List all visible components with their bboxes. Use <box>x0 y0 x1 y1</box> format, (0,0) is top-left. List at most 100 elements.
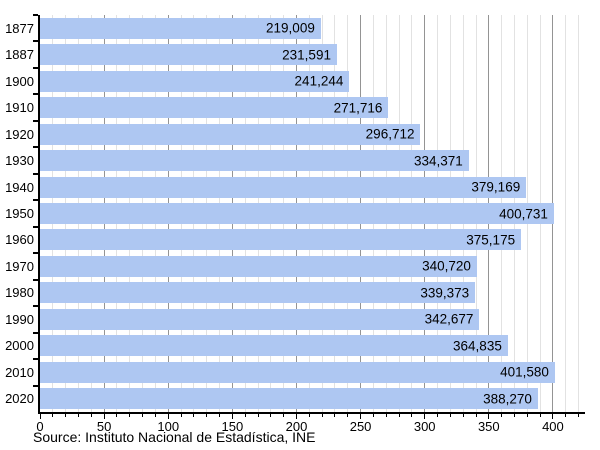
y-axis-label-2010: 2010 <box>5 364 34 380</box>
x-axis-tick-label: 200 <box>285 419 308 434</box>
bar-value-label: 241,244 <box>294 73 344 89</box>
bar-value-label: 340,720 <box>422 258 471 274</box>
x-axis-minor-tick <box>565 414 567 417</box>
x-axis-minor-tick <box>385 414 387 417</box>
bar-value-label: 231,591 <box>282 47 331 63</box>
x-axis-minor-tick <box>219 414 221 417</box>
y-axis-label-1877: 1877 <box>5 20 34 36</box>
bar-2000: 364,835 <box>40 335 508 357</box>
y-axis-label-1910: 1910 <box>5 100 34 116</box>
x-axis-tick-label: 250 <box>349 419 372 434</box>
bar-1900: 241,244 <box>40 70 350 92</box>
y-axis-label-1887: 1887 <box>5 47 34 63</box>
bar-2020: 388,270 <box>40 388 538 410</box>
bar-1970: 340,720 <box>40 255 477 277</box>
y-axis-label-2000: 2000 <box>5 338 34 354</box>
x-axis-major-tick <box>488 414 490 419</box>
x-axis-tick-label: 400 <box>542 419 564 434</box>
bar-1920: 296,712 <box>40 123 421 145</box>
x-axis-minor-tick <box>154 414 156 417</box>
x-axis-tick-label: 0 <box>36 419 44 434</box>
y-axis-tick <box>33 14 38 16</box>
y-axis-tick <box>33 66 38 69</box>
y-axis-label-1950: 1950 <box>5 206 34 221</box>
y-axis-tick <box>33 358 38 361</box>
x-axis-minor-tick <box>90 414 92 417</box>
bar-value-label: 339,373 <box>420 285 470 301</box>
x-axis-minor-tick <box>257 414 259 417</box>
y-axis-tick <box>33 93 38 96</box>
bar-1930: 334,371 <box>40 150 469 172</box>
plot-area: 219,009 231,591 241,244 271,716 296,712 334,3… <box>38 15 585 414</box>
x-axis-minor-tick <box>52 414 54 417</box>
x-axis-major-tick <box>295 414 297 419</box>
bar-1940: 379,169 <box>40 176 527 198</box>
x-axis-minor-tick <box>308 414 310 417</box>
x-axis-minor-tick <box>449 414 451 417</box>
y-axis-label-1920: 1920 <box>5 126 34 142</box>
x-axis-tick-label: 100 <box>157 419 180 434</box>
y-axis-label-1970: 1970 <box>5 258 34 274</box>
bar-value-label: 342,677 <box>424 311 474 327</box>
y-axis-label-1940: 1940 <box>5 179 34 195</box>
x-axis-minor-tick <box>501 414 503 417</box>
x-axis-minor-tick <box>193 414 195 417</box>
minor-gridline <box>565 15 567 412</box>
x-axis-minor-tick <box>142 414 144 417</box>
x-axis-major-tick <box>39 414 41 419</box>
y-axis-tick <box>33 305 38 308</box>
y-axis-label-1900: 1900 <box>5 73 34 89</box>
x-axis-minor-tick <box>462 414 464 417</box>
x-axis-major-tick <box>231 414 233 419</box>
bar-value-label: 400,731 <box>499 206 548 221</box>
x-axis-minor-tick <box>411 414 413 417</box>
y-axis-label-1990: 1990 <box>5 311 34 327</box>
bar-value-label: 364,835 <box>453 338 502 354</box>
x-axis-major-tick <box>103 414 105 419</box>
x-axis-minor-tick <box>180 414 182 417</box>
y-axis-tick <box>33 172 38 175</box>
source-caption: Source: Instituto Nacional de Estadístic… <box>33 429 316 445</box>
x-axis-minor-tick <box>513 414 515 417</box>
minor-gridline <box>578 15 580 412</box>
x-axis-minor-tick <box>129 414 131 417</box>
x-axis-minor-tick <box>116 414 118 417</box>
y-axis-label-1980: 1980 <box>5 285 34 301</box>
x-axis-major-tick <box>424 414 426 419</box>
x-axis-minor-tick <box>526 414 528 417</box>
bar-value-label: 296,712 <box>365 126 415 142</box>
y-axis-tick <box>33 146 38 149</box>
bar-value-label: 219,009 <box>266 20 315 36</box>
y-axis-tick <box>33 199 38 202</box>
x-axis-major-tick <box>552 414 554 419</box>
y-axis-tick <box>33 384 38 387</box>
x-axis-minor-tick <box>334 414 336 417</box>
bar-value-label: 401,580 <box>500 364 549 380</box>
x-axis-minor-tick <box>244 414 246 417</box>
y-axis-label-2020: 2020 <box>5 391 34 407</box>
bar-1887: 231,591 <box>40 44 337 66</box>
x-axis-minor-tick <box>65 414 67 417</box>
x-axis-minor-tick <box>372 414 374 417</box>
y-axis-label-1930: 1930 <box>5 153 34 169</box>
x-axis-minor-tick <box>475 414 477 417</box>
y-axis-tick <box>33 331 38 334</box>
bar-value-label: 375,175 <box>466 232 516 248</box>
x-axis-major-tick <box>360 414 362 419</box>
bar-1877: 219,009 <box>40 17 321 39</box>
bar-value-label: 334,371 <box>413 153 463 169</box>
y-axis-tick <box>33 40 38 43</box>
bar-1950: 400,731 <box>40 203 554 224</box>
x-axis-minor-tick <box>437 414 439 417</box>
y-axis-tick <box>33 278 38 281</box>
x-axis-minor-tick <box>206 414 208 417</box>
x-axis-tick-label: 300 <box>413 419 436 434</box>
x-axis-minor-tick <box>539 414 541 417</box>
bar-1990: 342,677 <box>40 308 480 330</box>
bar-1960: 375,175 <box>40 229 522 251</box>
bar-value-label: 379,169 <box>471 179 521 195</box>
x-axis-major-tick <box>167 414 169 419</box>
y-axis-tick <box>33 119 38 122</box>
bar-value-label: 388,270 <box>483 391 532 407</box>
